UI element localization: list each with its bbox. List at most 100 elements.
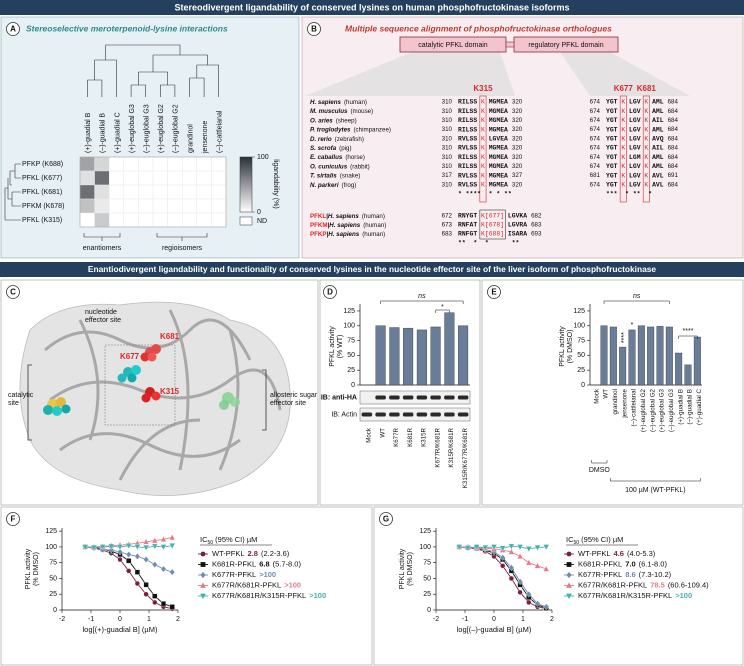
position: 684: [668, 154, 679, 161]
sequence: LGVEA: [489, 135, 508, 142]
nd-label: ND: [257, 218, 267, 225]
x-tick-label: (+)-euglobal G2: [640, 388, 647, 432]
sequence: K: [621, 172, 625, 179]
nd-box: [239, 216, 253, 226]
species-name: D. rerio: [310, 135, 332, 142]
legend-entry: K677R-PFKL 8.6 (7.3-10.2): [578, 570, 672, 579]
marker: [508, 564, 515, 572]
bar: [600, 325, 608, 386]
colorbar-label: ligandability (%): [272, 159, 279, 208]
marker: [566, 551, 572, 557]
legend-title-part: 50: [574, 540, 580, 546]
panel-e: [481, 279, 744, 506]
bar: [416, 329, 427, 386]
bar: [647, 326, 655, 386]
legend-name: WT-PFKL: [578, 549, 611, 558]
sequence: K: [621, 117, 625, 124]
marker: [200, 582, 206, 588]
marker: [566, 571, 572, 579]
structure-label: K681: [160, 332, 180, 341]
common-name: (rabbit): [350, 163, 370, 170]
sequence: YGT: [606, 145, 618, 152]
y-tick-label: 75: [347, 337, 355, 344]
x-tick-label: K315R: [421, 427, 428, 446]
row-label: PFKL (K315): [22, 217, 62, 224]
common-name: (sheep): [336, 117, 357, 124]
colorbar: [239, 156, 253, 213]
site-box: [479, 209, 506, 240]
sequence: AML: [652, 154, 664, 161]
marker: [151, 537, 158, 544]
sequence: K: [644, 154, 648, 161]
marker: [543, 544, 550, 551]
legend-ci: (7.3-10.2): [639, 570, 672, 579]
panel-letter: E: [491, 288, 497, 297]
x-tick-label: (–)-cattleianal: [631, 389, 638, 427]
position: 310: [442, 108, 453, 115]
sequence: YGT: [606, 154, 618, 161]
sequence: K: [481, 154, 485, 161]
heat-cell: [181, 212, 197, 228]
y-axis-label: PFKL activity: [329, 326, 336, 367]
sequence: K: [481, 163, 485, 170]
y-axis-label: PFKL activity: [559, 326, 566, 367]
group-label: regioisomers: [162, 245, 203, 252]
marker: [508, 575, 514, 582]
site-box: [642, 95, 650, 203]
x-tick-label: 1: [147, 616, 151, 623]
sequence: K[677]: [481, 213, 504, 220]
marker: [525, 559, 532, 566]
legend-ci: (6.1-8.0): [639, 559, 668, 568]
heat-cell: [181, 198, 197, 214]
legend-entry: K677R-PFKL >100: [212, 570, 276, 579]
position: 320: [512, 117, 523, 124]
marker: [482, 545, 489, 551]
y-axis-label: PFKL activity: [399, 548, 406, 589]
sequence: AML: [652, 99, 664, 106]
species-name: M. musculus: [310, 108, 348, 115]
position: 682: [531, 213, 542, 220]
marker: [99, 544, 106, 551]
bracket: [83, 233, 121, 241]
heat-cell: [123, 170, 139, 186]
row-label: PFKM (K678): [22, 203, 64, 210]
legend-name: K677R/K681R-PFKL: [212, 580, 281, 589]
isoform-name: PFKL: [310, 213, 326, 220]
species-name: T. sirtalis: [310, 172, 337, 179]
annotation: ****: [683, 328, 694, 335]
sequence: K: [644, 163, 648, 170]
position: 310: [442, 154, 453, 161]
banner: [0, 0, 744, 15]
bar: [458, 325, 469, 386]
letter-badge: [6, 285, 20, 299]
y-axis-label: PFKL activity: [25, 548, 32, 589]
position: 674: [590, 154, 601, 161]
structure-label: allosteric sugar: [270, 392, 318, 399]
legend-title-part: (95% CI) µM: [579, 535, 623, 544]
legend-entry: K681R-PFKL 7.0 (6.1-8.0): [578, 559, 667, 568]
species-name: |H. sapiens: [327, 231, 360, 238]
sequence: K: [644, 181, 648, 188]
position: 310: [442, 99, 453, 106]
isoform-name: PFKM: [310, 222, 328, 229]
position: 684: [668, 181, 679, 188]
sequence: MGMEA: [489, 181, 508, 188]
sequence: K: [621, 108, 625, 115]
y-tick-label: 50: [423, 575, 431, 582]
position: 691: [668, 172, 679, 179]
legend-title-part: (95% CI) µM: [213, 535, 257, 544]
sequence: ISARA: [508, 231, 527, 238]
legend-ic50: >100: [259, 570, 276, 579]
column-label: grandinol: [187, 124, 194, 153]
panel-letter: G: [383, 515, 389, 524]
bar: [619, 346, 627, 386]
marker: [142, 538, 150, 545]
marker: [169, 604, 175, 610]
sequence: AVQ: [652, 135, 664, 142]
sequence: RVLSS: [458, 135, 477, 142]
sequence: K: [621, 135, 625, 142]
sequence: K: [481, 99, 485, 106]
heat-cell: [152, 212, 168, 228]
blot-band: [457, 395, 469, 400]
heat-cell: [94, 198, 110, 214]
